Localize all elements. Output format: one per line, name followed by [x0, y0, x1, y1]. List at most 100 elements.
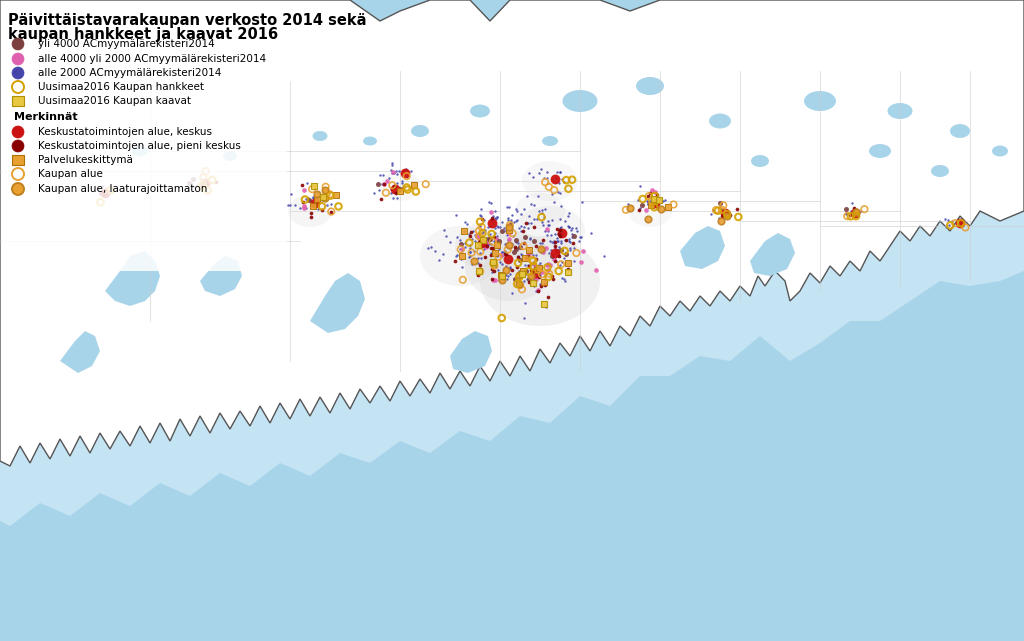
Point — [532, 164, 549, 174]
Point — [280, 200, 296, 210]
Point — [646, 202, 663, 212]
Point — [482, 234, 499, 244]
Point — [435, 249, 452, 259]
Point — [714, 204, 730, 215]
Point — [307, 198, 324, 208]
Point — [512, 280, 528, 290]
Point — [501, 264, 517, 274]
Point — [322, 189, 338, 199]
Point — [441, 237, 458, 247]
Point — [635, 194, 651, 204]
Point — [640, 199, 656, 210]
Point — [303, 208, 319, 219]
Point — [470, 258, 486, 268]
Point — [198, 179, 214, 189]
Point — [541, 259, 557, 269]
Point — [383, 184, 399, 194]
Point — [498, 226, 514, 236]
Point — [402, 166, 419, 176]
Ellipse shape — [362, 137, 377, 146]
Point — [549, 236, 565, 246]
Text: alle 2000 ACmyymälärekisteri2014: alle 2000 ACmyymälärekisteri2014 — [38, 68, 221, 78]
Ellipse shape — [522, 161, 578, 201]
Point — [490, 222, 507, 232]
Point — [708, 205, 724, 215]
Point — [549, 224, 565, 235]
Point — [520, 168, 537, 178]
Point — [462, 231, 478, 241]
Point — [464, 260, 480, 270]
Point — [563, 229, 580, 240]
Point — [555, 253, 571, 263]
Point — [471, 266, 487, 276]
Point — [519, 223, 536, 233]
Point — [197, 178, 213, 188]
Point — [483, 218, 500, 228]
Point — [838, 204, 854, 214]
Point — [376, 179, 392, 189]
Point — [716, 210, 732, 220]
Point — [383, 165, 399, 176]
Ellipse shape — [992, 146, 1008, 156]
Point — [531, 265, 548, 275]
Point — [947, 218, 964, 228]
Text: Päivittäistavarakaupan verkosto 2014 sekä: Päivittäistavarakaupan verkosto 2014 sek… — [8, 13, 367, 28]
Point — [558, 249, 574, 260]
Point — [375, 170, 391, 180]
Point — [394, 178, 411, 188]
Point — [957, 222, 974, 233]
Point — [488, 214, 505, 224]
Point — [642, 188, 658, 198]
Point — [539, 173, 555, 183]
Point — [384, 193, 400, 203]
Point — [519, 274, 536, 285]
Point — [509, 279, 525, 289]
Point — [714, 208, 730, 219]
Point — [484, 216, 501, 226]
Point — [540, 178, 556, 188]
Point — [423, 242, 439, 252]
Point — [647, 200, 664, 210]
Point — [564, 223, 581, 233]
Point — [463, 228, 479, 238]
Point — [500, 221, 516, 231]
Point — [317, 181, 334, 192]
Point — [476, 237, 493, 247]
Point — [474, 238, 490, 248]
Point — [534, 244, 550, 254]
Point — [502, 235, 518, 245]
Point — [486, 261, 503, 271]
Point — [538, 204, 554, 214]
Text: Palvelukeskittymä: Palvelukeskittymä — [38, 155, 133, 165]
Point — [538, 242, 554, 253]
Point — [391, 184, 408, 194]
Point — [551, 262, 567, 272]
Point — [494, 271, 510, 281]
Point — [534, 212, 550, 222]
Polygon shape — [0, 0, 1024, 466]
Point — [571, 231, 588, 242]
Point — [467, 230, 483, 240]
Point — [497, 238, 513, 249]
Point — [461, 251, 477, 262]
Point — [516, 204, 532, 214]
Point — [500, 254, 516, 264]
Point — [194, 181, 210, 192]
Point — [296, 201, 312, 211]
Ellipse shape — [380, 171, 420, 201]
Point — [500, 203, 516, 213]
Point — [499, 238, 515, 249]
Ellipse shape — [804, 91, 836, 111]
Point — [942, 221, 958, 231]
Point — [452, 235, 468, 245]
Point — [484, 243, 501, 253]
Point — [536, 173, 552, 183]
Point — [559, 264, 575, 274]
Point — [194, 174, 210, 184]
Point — [381, 173, 397, 183]
Point — [714, 204, 730, 214]
Point — [534, 269, 550, 279]
Point — [544, 237, 560, 247]
Point — [656, 196, 673, 206]
Point — [456, 226, 472, 236]
